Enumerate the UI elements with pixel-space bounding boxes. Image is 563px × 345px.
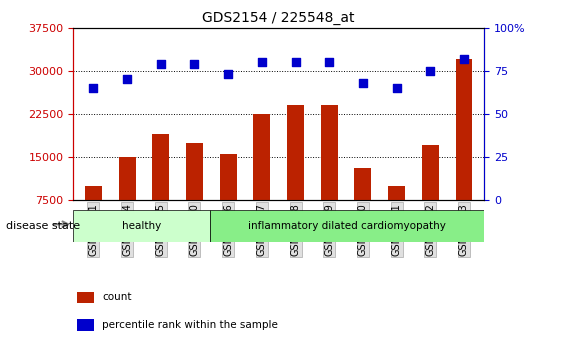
Text: percentile rank within the sample: percentile rank within the sample [102,320,278,330]
Bar [355,168,372,243]
Bar [85,186,102,243]
Title: GDS2154 / 225548_at: GDS2154 / 225548_at [203,11,355,25]
Point [89,85,98,91]
Bar [119,157,136,243]
Bar [388,186,405,243]
Point [459,56,468,61]
Bar [287,105,304,243]
Point [291,59,300,65]
FancyBboxPatch shape [210,210,484,241]
Bar [253,114,270,243]
Point [123,77,132,82]
Text: count: count [102,292,131,302]
Point [257,59,266,65]
Bar [186,142,203,243]
Text: healthy: healthy [122,221,162,231]
Point [325,59,334,65]
Point [359,80,368,86]
Text: disease state: disease state [6,221,80,231]
FancyBboxPatch shape [73,210,210,241]
Bar [455,59,472,243]
Bar [220,154,236,243]
Bar [153,134,169,243]
Bar [77,319,93,331]
Bar [77,292,93,303]
Bar [422,146,439,243]
Point [224,71,233,77]
Point [190,61,199,67]
Point [157,61,166,67]
Point [426,68,435,73]
Text: inflammatory dilated cardiomyopathy: inflammatory dilated cardiomyopathy [248,221,446,231]
Point [392,85,401,91]
Bar [321,105,338,243]
